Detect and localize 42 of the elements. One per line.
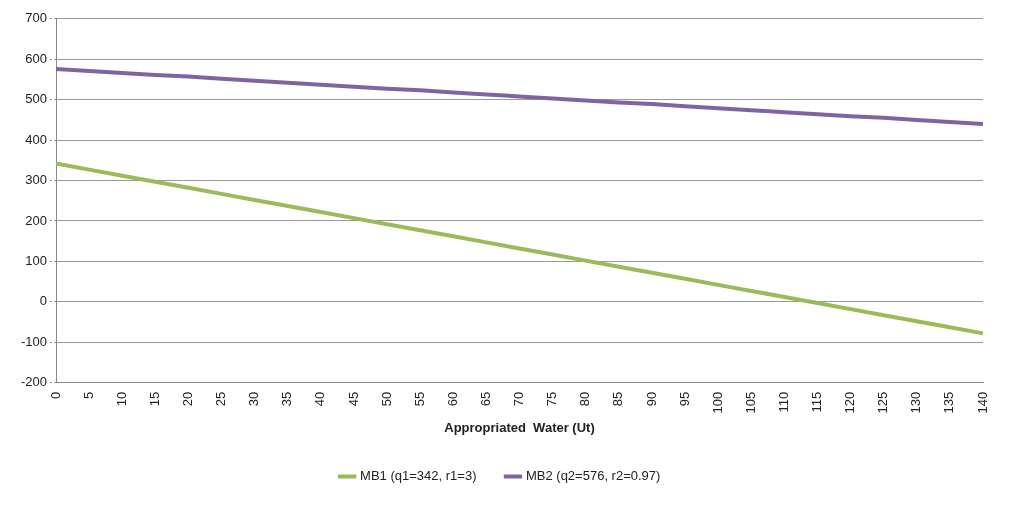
x-tick-label: 30 bbox=[246, 391, 262, 407]
x-tick-label: 40 bbox=[312, 391, 328, 407]
x-tick-label: 45 bbox=[345, 391, 361, 407]
x-tick-label: 105 bbox=[742, 391, 758, 414]
x-tick-label: 140 bbox=[974, 391, 990, 414]
legend-label: MB2 (q2=576, r2=0.97) bbox=[525, 468, 661, 484]
x-tick-label: 25 bbox=[213, 391, 229, 407]
x-tick-label: 70 bbox=[511, 391, 527, 407]
x-tick-label: 60 bbox=[444, 391, 460, 407]
y-tick-label: -200 bbox=[20, 374, 48, 390]
x-tick-label: 35 bbox=[279, 391, 295, 407]
y-tick-label: -100 bbox=[20, 333, 48, 349]
x-tick-label: 95 bbox=[676, 391, 692, 407]
x-tick-label: 125 bbox=[875, 391, 891, 414]
x-tick-label: 110 bbox=[775, 391, 791, 413]
x-tick-label: 85 bbox=[610, 391, 626, 407]
legend-label: MB1 (q1=342, r1=3) bbox=[360, 468, 477, 484]
x-tick-label: 90 bbox=[643, 391, 659, 407]
x-tick-label: 130 bbox=[908, 391, 924, 414]
x-tick-label: 75 bbox=[544, 391, 560, 407]
y-tick-label: 300 bbox=[25, 172, 48, 188]
x-axis-title: Appropriated Water (Ut) bbox=[444, 419, 595, 435]
x-tick-label: 120 bbox=[842, 391, 858, 414]
x-tick-label: 100 bbox=[709, 391, 725, 414]
x-tick-label: 15 bbox=[146, 391, 162, 407]
x-tick-label: 135 bbox=[941, 391, 957, 414]
x-tick-label: 115 bbox=[809, 391, 825, 413]
y-tick-label: 200 bbox=[25, 212, 48, 228]
x-tick-label: 0 bbox=[47, 391, 63, 399]
x-tick-label: 20 bbox=[180, 391, 196, 407]
x-tick-label: 65 bbox=[477, 391, 493, 407]
x-tick-label: 80 bbox=[577, 391, 593, 407]
x-tick-label: 55 bbox=[411, 391, 427, 407]
y-tick-label: 400 bbox=[25, 131, 48, 147]
x-tick-label: 5 bbox=[80, 391, 96, 399]
x-tick-label: 10 bbox=[113, 391, 129, 407]
y-tick-label: 700 bbox=[25, 10, 48, 26]
y-tick-label: 600 bbox=[25, 50, 48, 66]
y-tick-label: 500 bbox=[25, 91, 48, 107]
y-tick-label: 0 bbox=[39, 293, 48, 309]
y-tick-label: 100 bbox=[25, 252, 48, 268]
x-tick-label: 50 bbox=[378, 391, 394, 407]
